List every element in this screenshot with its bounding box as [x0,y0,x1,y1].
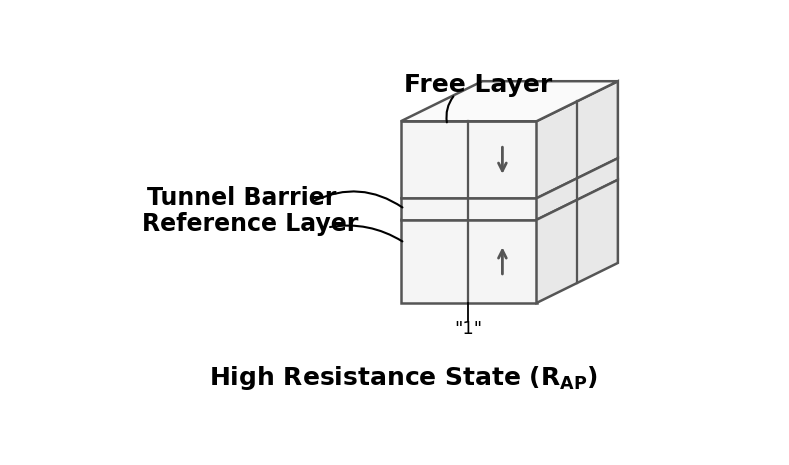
Text: Tunnel Barrier: Tunnel Barrier [148,186,337,210]
Polygon shape [401,158,618,198]
Text: Reference Layer: Reference Layer [141,212,358,236]
Polygon shape [401,81,618,121]
Polygon shape [401,121,537,198]
Text: "1": "1" [454,320,482,338]
Polygon shape [401,180,618,220]
Polygon shape [537,81,618,198]
Text: Free Layer: Free Layer [404,73,552,97]
Text: High Resistance State ($\mathregular{R_{AP}}$): High Resistance State ($\mathregular{R_{… [209,364,599,392]
Polygon shape [401,220,537,303]
Polygon shape [401,198,537,220]
Polygon shape [537,158,618,220]
Polygon shape [537,180,618,303]
